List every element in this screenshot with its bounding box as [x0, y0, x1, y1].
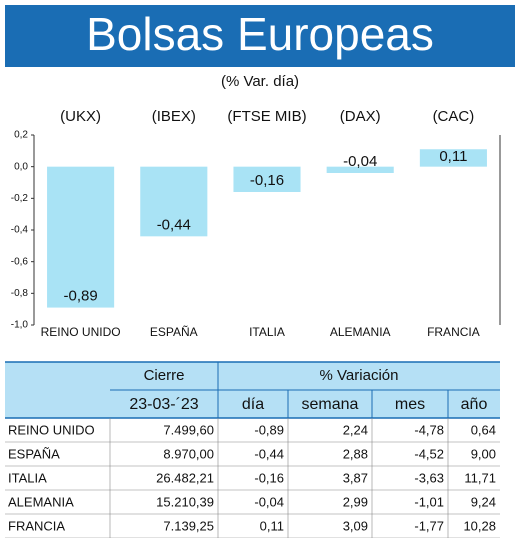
table-cell: 0,11: [260, 518, 284, 533]
table-cell: 10,28: [463, 518, 496, 533]
table-cell: 2,88: [343, 446, 368, 461]
table-cell: 15.210,39: [156, 494, 214, 509]
table-cell: -0,89: [254, 422, 284, 437]
table-cell: -0,44: [254, 446, 284, 461]
table-cell: 2,24: [343, 422, 368, 437]
y-tick-label: -0,2: [11, 193, 29, 204]
x-tick-label: FRANCIA: [427, 325, 480, 339]
table-cell: 11,71: [464, 470, 496, 485]
table-cell: 0,64: [471, 422, 496, 437]
bar: [326, 166, 394, 173]
table-header: semana: [302, 396, 359, 413]
ticker-label: (UKX): [60, 108, 101, 125]
table-cell: 7.499,60: [163, 422, 214, 437]
row-name: ITALIA: [8, 470, 47, 485]
x-tick-label: ALEMANIA: [330, 325, 391, 339]
row-name: ALEMANIA: [8, 494, 74, 509]
value-label: 0,11: [439, 148, 467, 165]
table-cell: 9,00: [471, 446, 496, 461]
table-cell: -1,77: [414, 518, 444, 533]
ticker-label: (CAC): [433, 108, 475, 125]
table-cell: 3,09: [343, 518, 368, 533]
table-header: 23-03-´23: [129, 396, 198, 413]
y-tick-label: -0,6: [11, 256, 29, 267]
table-cell: -1,01: [414, 494, 444, 509]
table-cell: 8.970,00: [163, 446, 214, 461]
x-tick-label: REINO UNIDO: [41, 325, 121, 339]
table-header: día: [242, 396, 264, 413]
table-header: año: [461, 396, 488, 413]
row-name: FRANCIA: [8, 518, 65, 533]
ticker-label: (IBEX): [152, 108, 196, 125]
x-tick-label: ESPAÑA: [150, 325, 198, 339]
y-tick-label: 0,2: [14, 130, 28, 141]
chart-title: Bolsas Europeas: [86, 8, 434, 60]
row-name: ESPAÑA: [8, 446, 60, 461]
value-label: -0,16: [250, 172, 284, 189]
y-tick-label: -0,8: [11, 288, 29, 299]
y-tick-label: 0,0: [14, 161, 28, 172]
table-cell: -0,04: [254, 494, 284, 509]
y-tick-label: -1,0: [11, 320, 29, 331]
bar: [419, 149, 487, 167]
title-banner: [5, 5, 515, 67]
ticker-label: (FTSE MIB): [227, 108, 306, 125]
value-label: -0,89: [63, 288, 97, 305]
table-cell: -0,16: [254, 470, 284, 485]
table-header: Cierre: [144, 367, 185, 384]
table-cell: -4,78: [414, 422, 444, 437]
ticker-label: (DAX): [340, 108, 381, 125]
table-header: % Variación: [320, 367, 399, 384]
value-label: -0,44: [157, 216, 191, 233]
value-label: -0,04: [343, 153, 377, 170]
table-cell: 26.482,21: [156, 470, 214, 485]
table-cell: 7.139,25: [163, 518, 214, 533]
x-tick-label: ITALIA: [249, 325, 285, 339]
row-name: REINO UNIDO: [8, 422, 95, 437]
table-cell: -4,52: [414, 446, 444, 461]
table-cell: 2,99: [343, 494, 368, 509]
table-header: mes: [395, 396, 425, 413]
y-tick-label: -0,4: [11, 225, 29, 236]
bar: [233, 166, 301, 192]
bar: [47, 166, 115, 308]
table-cell: -3,63: [414, 470, 444, 485]
table-cell: 9,24: [471, 494, 496, 509]
table-cell: 3,87: [343, 470, 368, 485]
bar: [140, 166, 208, 237]
subtitle: (% Var. día): [221, 73, 299, 90]
